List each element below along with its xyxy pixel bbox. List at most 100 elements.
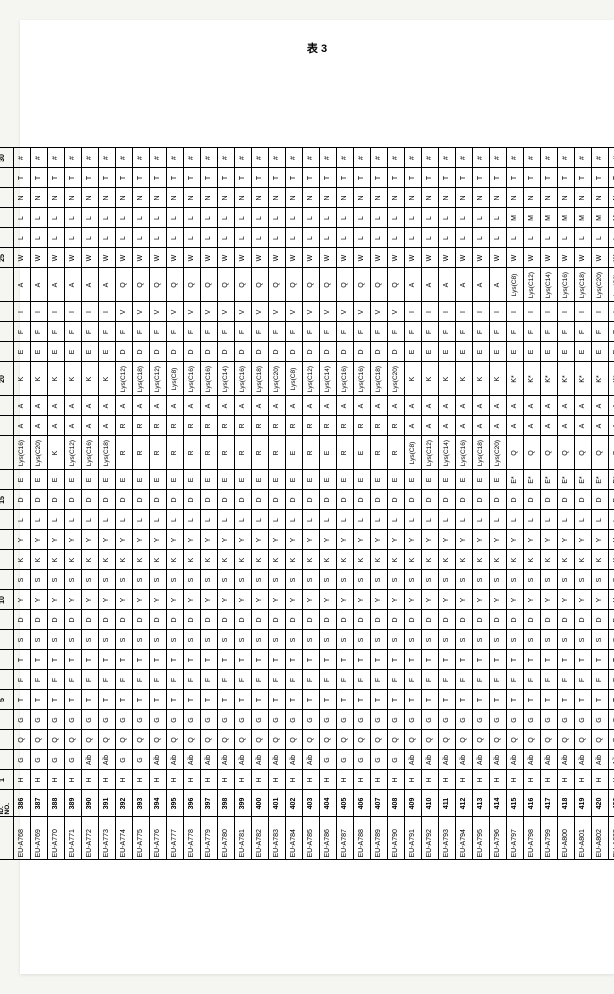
seq-no: 397 — [200, 790, 217, 817]
cell: M — [523, 208, 540, 228]
cell: Y — [268, 590, 285, 610]
cell: F — [557, 322, 574, 342]
table-row: EU-A786404HGQGTFTSDYSKYLDEERALys(C14)DFV… — [319, 148, 336, 860]
cell: A — [472, 396, 489, 416]
cell: Y — [217, 530, 234, 550]
table-row: EU-A789407HGQGTFTSDYSKYLDERRALys(C18)DFV… — [370, 148, 387, 860]
cell: T — [13, 168, 30, 188]
cell: G — [200, 710, 217, 730]
cell: Aib — [81, 750, 98, 770]
cell: H — [404, 770, 421, 790]
cell: Q — [370, 268, 387, 302]
cell: K — [64, 550, 81, 570]
cell: Aib — [421, 750, 438, 770]
cell: # — [557, 148, 574, 168]
cell: W — [13, 248, 30, 268]
cell: L — [370, 228, 387, 248]
cell: Y — [404, 530, 421, 550]
cell: L — [268, 228, 285, 248]
cell: L — [132, 208, 149, 228]
cell: S — [591, 570, 608, 590]
seq-no: 403 — [302, 790, 319, 817]
cell: L — [336, 208, 353, 228]
cell: D — [591, 610, 608, 630]
table-row: EU-A794412HAibQGTFTSDYSKYLDELys(C16)AAKE… — [455, 148, 472, 860]
cell: Aib — [523, 750, 540, 770]
cell: A — [81, 396, 98, 416]
cell: Q — [455, 730, 472, 750]
cell: Aib — [506, 750, 523, 770]
cell: W — [98, 248, 115, 268]
cell: # — [115, 148, 132, 168]
pos-header-29 — [0, 168, 13, 188]
cell: A — [489, 396, 506, 416]
cell: R — [115, 416, 132, 436]
cell: L — [370, 510, 387, 530]
cell: Y — [319, 530, 336, 550]
cell: W — [234, 248, 251, 268]
cell: T — [608, 690, 614, 710]
cell: N — [98, 188, 115, 208]
cell: T — [98, 690, 115, 710]
cell: T — [183, 690, 200, 710]
cell: E — [183, 470, 200, 490]
pos-header-28 — [0, 188, 13, 208]
cell: L — [47, 510, 64, 530]
cell: T — [455, 690, 472, 710]
cell: G — [421, 710, 438, 730]
cell: # — [200, 148, 217, 168]
cell: L — [30, 228, 47, 248]
cell: Y — [234, 590, 251, 610]
cell: F — [217, 670, 234, 690]
cell: T — [234, 650, 251, 670]
cell: T — [370, 650, 387, 670]
table-row: EU-A797415HAibQGTFTSDYSKYLDE*QAAK*EFILys… — [506, 148, 523, 860]
cell: S — [438, 570, 455, 590]
cell: F — [30, 670, 47, 690]
cell: Lys(C20) — [268, 362, 285, 396]
cell: F — [506, 670, 523, 690]
cell: Y — [268, 530, 285, 550]
sequence-table: SEQ.ID.NO.151015202530 EU-A768386HGQGTFT… — [0, 148, 614, 861]
cell: D — [455, 490, 472, 510]
cell: F — [13, 322, 30, 342]
cell: K — [183, 550, 200, 570]
cell: E — [455, 342, 472, 362]
cell: Lys(C12) — [302, 362, 319, 396]
cell: K* — [591, 362, 608, 396]
cell: S — [47, 630, 64, 650]
cell: V — [217, 302, 234, 322]
cell: W — [353, 248, 370, 268]
cell: R — [217, 436, 234, 470]
cell: W — [506, 248, 523, 268]
cell: R — [319, 416, 336, 436]
cell: M — [608, 208, 614, 228]
cell: F — [200, 670, 217, 690]
cell: F — [302, 670, 319, 690]
cell: Q — [336, 730, 353, 750]
table-row: EU-A796414HAibQGTFTSDYSKYLDELys(C20)AAKE… — [489, 148, 506, 860]
cell: K — [149, 550, 166, 570]
cell: H — [81, 770, 98, 790]
cell: K — [472, 362, 489, 396]
cell: T — [472, 690, 489, 710]
cell: W — [64, 248, 81, 268]
cell: T — [523, 650, 540, 670]
cell: A — [98, 396, 115, 416]
cell: W — [200, 248, 217, 268]
cell: A — [81, 416, 98, 436]
cell: H — [47, 770, 64, 790]
cell: F — [47, 322, 64, 342]
cell: Lys(C18) — [472, 436, 489, 470]
cell: S — [98, 570, 115, 590]
seq-no: 407 — [370, 790, 387, 817]
cell: W — [370, 248, 387, 268]
cell: Y — [489, 530, 506, 550]
cell: T — [370, 168, 387, 188]
cell: Q — [200, 730, 217, 750]
table-row: EU-A800418HAibQGTFTSDYSKYLDE*QAAK*EFILys… — [557, 148, 574, 860]
cell: D — [98, 490, 115, 510]
cell: S — [183, 630, 200, 650]
cell: K — [234, 550, 251, 570]
cell: S — [149, 570, 166, 590]
